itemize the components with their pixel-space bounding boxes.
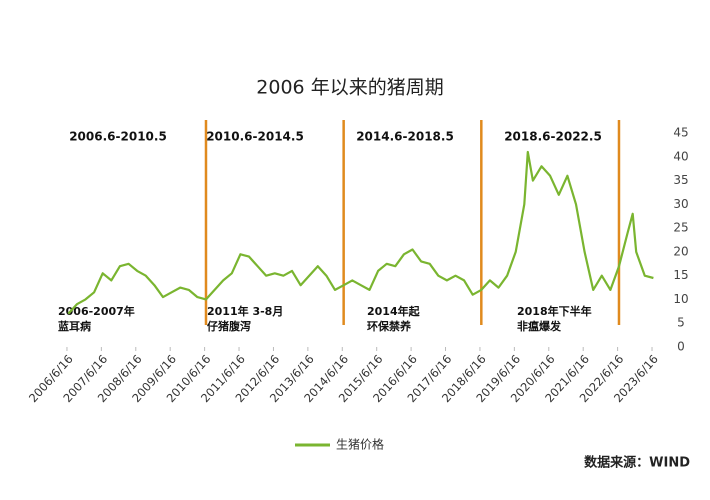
period-label: 2018.6-2022.5 — [504, 130, 602, 144]
annotation: 非瘟爆发 — [517, 319, 562, 333]
y-tick-label: 35 — [673, 173, 688, 187]
legend-label: 生猪价格 — [336, 437, 384, 452]
annotation: 仔猪腹泻 — [207, 319, 251, 333]
y-tick-label: 20 — [673, 244, 688, 258]
annotation: 蓝耳病 — [58, 319, 91, 333]
y-tick-label: 5 — [677, 316, 685, 330]
period-label: 2014.6-2018.5 — [356, 130, 454, 144]
y-tick-label: 45 — [673, 126, 688, 140]
y-tick-label: 0 — [677, 340, 685, 354]
annotation: 2014年起 — [367, 304, 421, 318]
y-tick-label: 15 — [673, 268, 688, 282]
annotation: 环保禁养 — [367, 319, 412, 333]
annotation: 2018年下半年 — [517, 304, 592, 318]
annotation: 2011年 3-8月 — [207, 304, 283, 318]
annotation: 2006-2007年 — [58, 304, 135, 318]
period-label: 2010.6-2014.5 — [206, 130, 304, 144]
y-tick-label: 40 — [673, 149, 688, 163]
y-tick-label: 10 — [673, 292, 688, 306]
chart-title: 2006 年以来的猪周期 — [256, 77, 443, 99]
period-label: 2006.6-2010.5 — [69, 130, 167, 144]
y-tick-label: 25 — [673, 221, 688, 235]
source: 数据来源：WIND — [584, 455, 690, 471]
y-tick-label: 30 — [673, 197, 688, 211]
price-line — [67, 150, 654, 315]
